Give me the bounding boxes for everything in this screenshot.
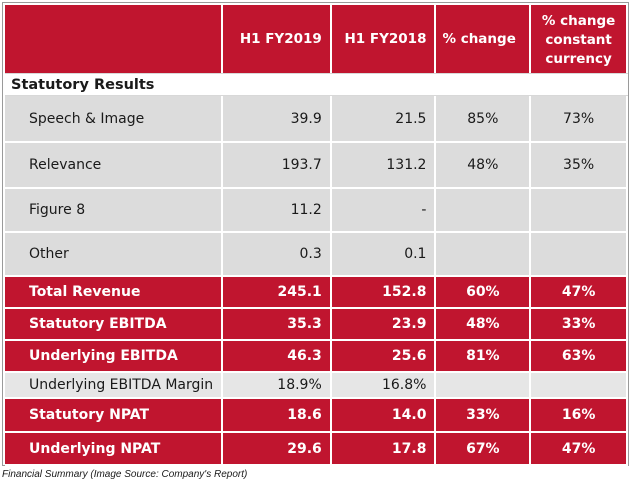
value-pct-change [436,233,532,277]
value-pct-change-cc: 73% [531,96,628,143]
value-fy2018: 16.8% [331,373,437,399]
header-pct-change-constant-currency: % change constant currency [531,5,628,73]
value-pct-change-cc: 63% [531,341,628,373]
value-fy2019: 46.3 [223,341,332,373]
table-row: Underlying EBITDA 46.3 25.6 81% 63% [5,341,628,373]
value-fy2018: 23.9 [331,309,437,341]
row-label: Underlying NPAT [5,433,224,466]
value-pct-change-cc: 47% [531,277,628,309]
value-fy2019: 29.6 [223,433,332,466]
header-h1-fy2018: H1 FY2018 [331,5,437,73]
row-label: Relevance [5,143,224,189]
table-row: Underlying NPAT 29.6 17.8 67% 47% [5,433,628,466]
value-pct-change: 67% [436,433,532,466]
value-fy2019: 245.1 [223,277,332,309]
header-pct-change: % change [436,5,532,73]
header-row: H1 FY2019 H1 FY2018 % change % change co… [5,5,628,73]
section-row: Statutory Results [5,73,628,96]
value-fy2018: 25.6 [331,341,437,373]
row-label: Figure 8 [5,189,224,233]
value-fy2019: 35.3 [223,309,332,341]
row-label: Total Revenue [5,277,224,309]
row-label: Underlying EBITDA Margin [5,373,224,399]
value-fy2018: - [331,189,437,233]
value-fy2019: 0.3 [223,233,332,277]
value-pct-change: 48% [436,143,532,189]
table-row: Underlying EBITDA Margin 18.9% 16.8% [5,373,628,399]
value-fy2019: 18.6 [223,399,332,433]
value-fy2018: 21.5 [331,96,437,143]
value-pct-change-cc [531,373,628,399]
value-pct-change-cc: 35% [531,143,628,189]
value-pct-change-cc [531,189,628,233]
financial-summary-frame: H1 FY2019 H1 FY2018 % change % change co… [2,2,629,466]
table-row: Relevance 193.7 131.2 48% 35% [5,143,628,189]
value-fy2018: 17.8 [331,433,437,466]
table-row: Total Revenue 245.1 152.8 60% 47% [5,277,628,309]
value-pct-change-cc: 47% [531,433,628,466]
table-row: Speech & Image 39.9 21.5 85% 73% [5,96,628,143]
row-label: Statutory NPAT [5,399,224,433]
value-fy2019: 39.9 [223,96,332,143]
value-pct-change-cc: 16% [531,399,628,433]
value-pct-change-cc [531,233,628,277]
header-label-cell [5,5,224,73]
value-fy2019: 193.7 [223,143,332,189]
value-fy2018: 152.8 [331,277,437,309]
value-pct-change [436,189,532,233]
row-label: Other [5,233,224,277]
value-fy2019: 11.2 [223,189,332,233]
value-pct-change [436,373,532,399]
financial-summary-table: H1 FY2019 H1 FY2018 % change % change co… [5,5,628,466]
section-title: Statutory Results [5,73,628,96]
row-label: Speech & Image [5,96,224,143]
table-row: Statutory NPAT 18.6 14.0 33% 16% [5,399,628,433]
header-h1-fy2019: H1 FY2019 [223,5,332,73]
row-label: Underlying EBITDA [5,341,224,373]
value-fy2018: 131.2 [331,143,437,189]
row-label: Statutory EBITDA [5,309,224,341]
value-fy2018: 0.1 [331,233,437,277]
value-fy2019: 18.9% [223,373,332,399]
value-pct-change: 33% [436,399,532,433]
header-cc-line3: currency [545,50,612,67]
value-pct-change: 81% [436,341,532,373]
table-caption: Financial Summary (Image Source: Company… [2,469,248,480]
value-pct-change-cc: 33% [531,309,628,341]
value-pct-change: 48% [436,309,532,341]
table-row: Other 0.3 0.1 [5,233,628,277]
table-row: Figure 8 11.2 - [5,189,628,233]
value-pct-change: 60% [436,277,532,309]
header-cc-line1: % change [541,12,616,29]
value-pct-change: 85% [436,96,532,143]
value-fy2018: 14.0 [331,399,437,433]
header-cc-line2: constant [545,31,612,48]
table-row: Statutory EBITDA 35.3 23.9 48% 33% [5,309,628,341]
